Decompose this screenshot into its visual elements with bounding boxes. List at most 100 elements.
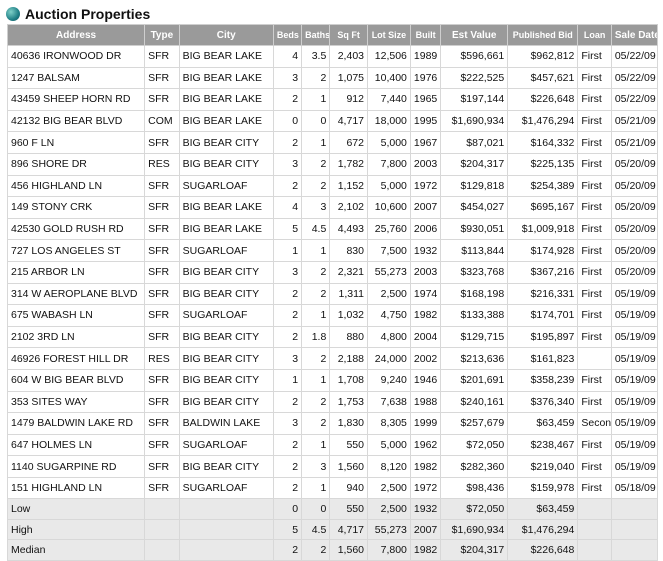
cell-beds: 2 xyxy=(272,304,303,327)
header-est-value[interactable]: Est Value xyxy=(440,24,509,46)
table-row[interactable]: 42132 BIG BEAR BLVD COM BIG BEAR LAKE 0 0 4,7… xyxy=(6,109,659,133)
header-published-bid[interactable]: Published Bid xyxy=(507,24,579,46)
cell-sqft: 550 xyxy=(329,498,368,520)
table-row[interactable]: 604 W BIG BEAR BLVD SFR BIG BEAR CITY 1 1 1,7… xyxy=(6,368,659,392)
cell-type: RES xyxy=(144,347,180,370)
cell-lot-size: 4,800 xyxy=(367,325,411,349)
table-row[interactable]: 675 WABASH LN SFR SUGARLOAF 2 1 1,032 4,750 198… xyxy=(6,304,659,327)
cell-address: 896 SHORE DR xyxy=(6,152,146,176)
header-address[interactable]: Address xyxy=(6,24,146,46)
cell-address: 46926 FOREST HILL DR xyxy=(6,347,146,370)
cell-beds: 4 xyxy=(272,196,303,219)
cell-loan xyxy=(577,539,612,561)
table-row[interactable]: 456 HIGHLAND LN SFR SUGARLOAF 2 2 1,152 5,000 1… xyxy=(6,174,659,198)
table-row[interactable]: 353 SITES WAY SFR BIG BEAR CITY 2 2 1,753 7,63… xyxy=(6,390,659,414)
cell-address: 149 STONY CRK xyxy=(6,196,146,219)
cell-city: BIG BEAR CITY xyxy=(178,325,274,349)
header-built[interactable]: Built xyxy=(409,24,442,46)
cell-address: 647 HOLMES LN xyxy=(6,433,146,457)
cell-published-bid: $63,459 xyxy=(507,498,579,520)
cell-published-bid: $225,135 xyxy=(507,152,579,176)
table-row[interactable]: 46926 FOREST HILL DR RES BIG BEAR CITY 3 2 2,… xyxy=(6,347,659,370)
cell-lot-size: 12,506 xyxy=(367,45,411,68)
header-sale-date[interactable]: Sale Date xyxy=(610,24,659,46)
cell-sale-date: 05/21/09 xyxy=(610,109,659,133)
table-row[interactable]: 647 HOLMES LN SFR SUGARLOAF 2 1 550 5,000 1962 $… xyxy=(6,433,659,457)
header-sqft[interactable]: Sq Ft xyxy=(329,24,368,46)
cell-published-bid: $63,459 xyxy=(507,412,579,435)
cell-loan: First xyxy=(577,325,612,349)
table-row[interactable]: 1140 SUGARPINE RD SFR BIG BEAR CITY 2 3 1,560… xyxy=(6,455,659,478)
cell-city: BIG BEAR LAKE xyxy=(178,109,274,133)
table-row[interactable]: 40636 IRONWOOD DR SFR BIG BEAR LAKE 4 3.5 2,4… xyxy=(6,45,659,68)
cell-sale-date: 05/20/09 xyxy=(610,152,659,176)
cell-lot-size: 5,000 xyxy=(367,433,411,457)
cell-built: 1989 xyxy=(409,45,442,68)
table-row[interactable]: 1479 BALDWIN LAKE RD SFR BALDWIN LAKE 3 2 1,8… xyxy=(6,412,659,435)
cell-sale-date: 05/20/09 xyxy=(610,196,659,219)
table-row[interactable]: 896 SHORE DR RES BIG BEAR CITY 3 2 1,782 7,800… xyxy=(6,152,659,176)
cell-address: 1479 BALDWIN LAKE RD xyxy=(6,412,146,435)
table-row[interactable]: 149 STONY CRK SFR BIG BEAR LAKE 4 3 2,102 10,6… xyxy=(6,196,659,219)
header-baths[interactable]: Baths xyxy=(301,24,331,46)
cell-baths: 3 xyxy=(301,196,331,219)
header-type[interactable]: Type xyxy=(144,24,180,46)
cell-est-value: $197,144 xyxy=(440,88,509,111)
cell-sale-date: 05/19/09 xyxy=(610,304,659,327)
cell-sale-date: 05/21/09 xyxy=(610,131,659,154)
cell-loan: First xyxy=(577,304,612,327)
cell-city: BIG BEAR CITY xyxy=(178,282,274,306)
cell-built: 1982 xyxy=(409,455,442,478)
cell-type: SFR xyxy=(144,217,180,241)
cell-loan xyxy=(577,518,612,541)
table-row[interactable]: 2102 3RD LN SFR BIG BEAR CITY 2 1.8 880 4,800 2… xyxy=(6,325,659,349)
cell-type xyxy=(144,539,180,561)
cell-loan: First xyxy=(577,368,612,392)
cell-type: SFR xyxy=(144,433,180,457)
table-row[interactable]: 151 HIGHLAND LN SFR SUGARLOAF 2 1 940 2,500 197… xyxy=(6,476,659,500)
cell-city: SUGARLOAF xyxy=(178,476,274,500)
cell-city: SUGARLOAF xyxy=(178,433,274,457)
table-row[interactable]: 1247 BALSAM SFR BIG BEAR LAKE 3 2 1,075 10,400… xyxy=(6,66,659,90)
cell-est-value: $72,050 xyxy=(440,498,509,520)
cell-beds: 2 xyxy=(272,390,303,414)
panel-title-text: Auction Properties xyxy=(25,6,151,22)
cell-built: 2004 xyxy=(409,325,442,349)
cell-city: BALDWIN LAKE xyxy=(178,412,274,435)
table-row[interactable]: 42530 GOLD RUSH RD SFR BIG BEAR LAKE 5 4.5 4,… xyxy=(6,217,659,241)
cell-baths: 1 xyxy=(301,304,331,327)
cell-baths: 0 xyxy=(301,498,331,520)
cell-loan: First xyxy=(577,131,612,154)
cell-sale-date xyxy=(610,518,659,541)
header-city[interactable]: City xyxy=(178,24,274,46)
table-row[interactable]: 960 F LN SFR BIG BEAR CITY 2 1 672 5,000 1967 $8… xyxy=(6,131,659,154)
table-row[interactable]: 727 LOS ANGELES ST SFR SUGARLOAF 1 1 830 7,500… xyxy=(6,239,659,262)
cell-sqft: 550 xyxy=(329,433,368,457)
cell-published-bid: $1,476,294 xyxy=(507,109,579,133)
cell-lot-size: 7,500 xyxy=(367,239,411,262)
cell-est-value: $98,436 xyxy=(440,476,509,500)
cell-baths: 4.5 xyxy=(301,217,331,241)
cell-published-bid: $367,216 xyxy=(507,260,579,284)
cell-sale-date: 05/20/09 xyxy=(610,239,659,262)
cell-published-bid: $226,648 xyxy=(507,88,579,111)
table-row[interactable]: 215 ARBOR LN SFR BIG BEAR CITY 3 2 2,321 55,27… xyxy=(6,260,659,284)
cell-baths: 1 xyxy=(301,88,331,111)
cell-built: 1976 xyxy=(409,66,442,90)
cell-beds: 1 xyxy=(272,239,303,262)
cell-loan: First xyxy=(577,109,612,133)
summary-row: High 5 4.5 4,717 55,273 2007 $1,690,934 $1,476,… xyxy=(6,518,659,541)
header-lot-size[interactable]: Lot Size xyxy=(367,24,411,46)
table-row[interactable]: 314 W AEROPLANE BLVD SFR BIG BEAR CITY 2 2 1,… xyxy=(6,282,659,306)
cell-type xyxy=(144,498,180,520)
table-row[interactable]: 43459 SHEEP HORN RD SFR BIG BEAR LAKE 2 1 912… xyxy=(6,88,659,111)
header-beds[interactable]: Beds xyxy=(272,24,303,46)
cell-published-bid: $226,648 xyxy=(507,539,579,561)
cell-built: 2002 xyxy=(409,347,442,370)
cell-baths: 2 xyxy=(301,152,331,176)
header-loan[interactable]: Loan xyxy=(577,24,612,46)
cell-sale-date: 05/22/09 xyxy=(610,66,659,90)
cell-baths: 1 xyxy=(301,239,331,262)
cell-lot-size: 5,000 xyxy=(367,131,411,154)
